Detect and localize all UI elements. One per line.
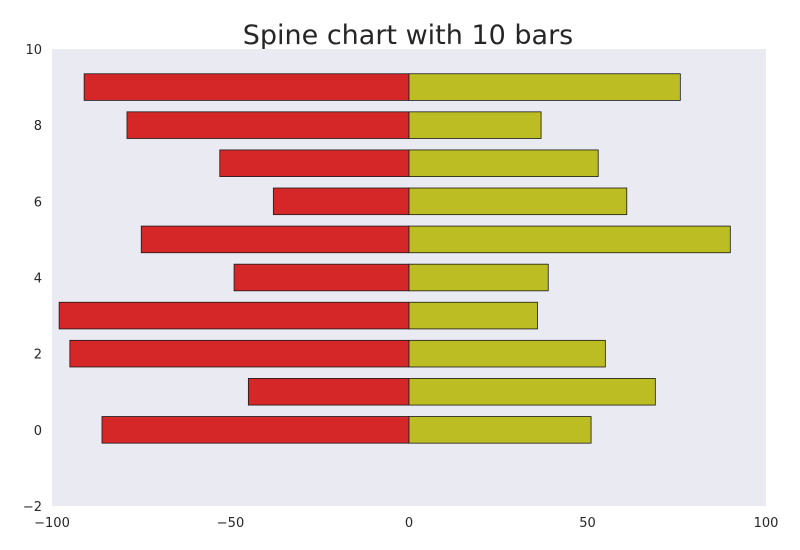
bar-series0-cat8 [126, 111, 410, 139]
bar-series1-cat7 [408, 149, 599, 177]
y-axis-ticks: −2 0 2 4 6 8 10 [23, 43, 42, 515]
bar-series0-cat9 [83, 73, 410, 101]
x-tick-label: 50 [579, 516, 596, 531]
bar-series1-cat1 [408, 378, 656, 406]
bar-series0-cat7 [219, 149, 410, 177]
y-tick-label: 0 [34, 424, 42, 439]
bar-series1-cat6 [408, 187, 628, 216]
bar-series0-cat0 [101, 416, 410, 444]
bar-series0-cat5 [140, 225, 410, 254]
y-tick-label: 4 [34, 272, 42, 287]
x-tick-label: −50 [217, 516, 244, 531]
y-tick-label: −2 [23, 500, 42, 515]
y-tick-label: 6 [34, 195, 42, 210]
bar-series0-cat3 [58, 301, 410, 330]
x-tick-label: 100 [754, 516, 779, 531]
x-tick-label: 0 [405, 516, 413, 531]
y-tick-label: 2 [34, 348, 42, 363]
bar-series1-cat0 [408, 416, 592, 444]
bar-series1-cat9 [408, 73, 681, 101]
y-tick-label: 8 [34, 119, 42, 134]
y-tick-label: 10 [25, 43, 42, 58]
bar-series1-cat2 [408, 339, 606, 368]
bar-series1-cat5 [408, 225, 731, 254]
x-axis-ticks: −100 −50 0 50 100 [34, 516, 778, 531]
bar-series1-cat3 [408, 301, 538, 330]
bar-series1-cat8 [408, 111, 542, 139]
bar-series1-cat4 [408, 263, 549, 292]
bar-series0-cat1 [247, 378, 410, 406]
bars-layer [58, 73, 731, 444]
bar-series0-cat4 [233, 263, 410, 292]
bar-series0-cat2 [69, 339, 410, 368]
x-tick-label: −100 [34, 516, 70, 531]
bar-series0-cat6 [272, 187, 410, 216]
chart-title: Spine chart with 10 bars [243, 20, 574, 51]
